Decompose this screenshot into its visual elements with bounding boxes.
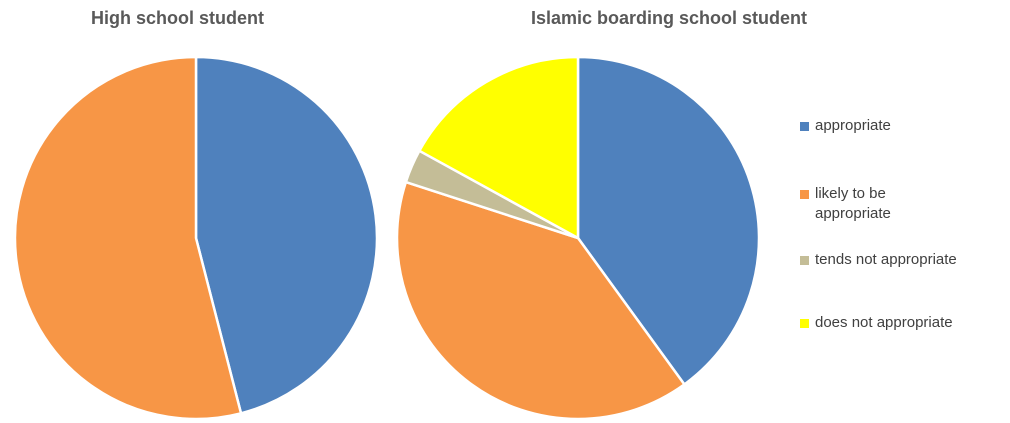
legend-label: does not appropriate bbox=[815, 314, 953, 331]
legend-item-tends-not-appropriate: tends not appropriate bbox=[800, 250, 1005, 270]
chart-title-islamic-boarding-school: Islamic boarding school student bbox=[531, 8, 808, 28]
pie-slice-appropriate bbox=[576, 55, 761, 386]
legend-label: tends not appropriate bbox=[815, 251, 957, 268]
legend-label: likely to be appropriate bbox=[815, 185, 891, 222]
pie-high-school bbox=[13, 55, 379, 421]
pie-islamic-boarding-school bbox=[395, 55, 761, 421]
chart-title-high-school: High school student bbox=[91, 8, 264, 28]
pie-slice-likely-to-be-appropriate bbox=[395, 180, 686, 421]
pie-slice-likely-to-be-appropriate bbox=[13, 55, 243, 421]
legend-swatch-does-not-appropriate bbox=[800, 319, 809, 328]
legend-item-does-not-appropriate: does not appropriate bbox=[800, 313, 1005, 333]
legend-item-likely-to-be-appropriate: likely to be appropriate bbox=[800, 184, 925, 224]
legend-swatch-appropriate bbox=[800, 122, 809, 131]
pie-slice-does-not-appropriate bbox=[418, 55, 580, 240]
legend-item-appropriate: appropriate bbox=[800, 116, 1005, 136]
pie-slice-appropriate bbox=[194, 55, 379, 415]
legend-swatch-tends-not-appropriate bbox=[800, 256, 809, 265]
legend-label: appropriate bbox=[815, 117, 891, 134]
legend-swatch-likely-to-be-appropriate bbox=[800, 190, 809, 199]
